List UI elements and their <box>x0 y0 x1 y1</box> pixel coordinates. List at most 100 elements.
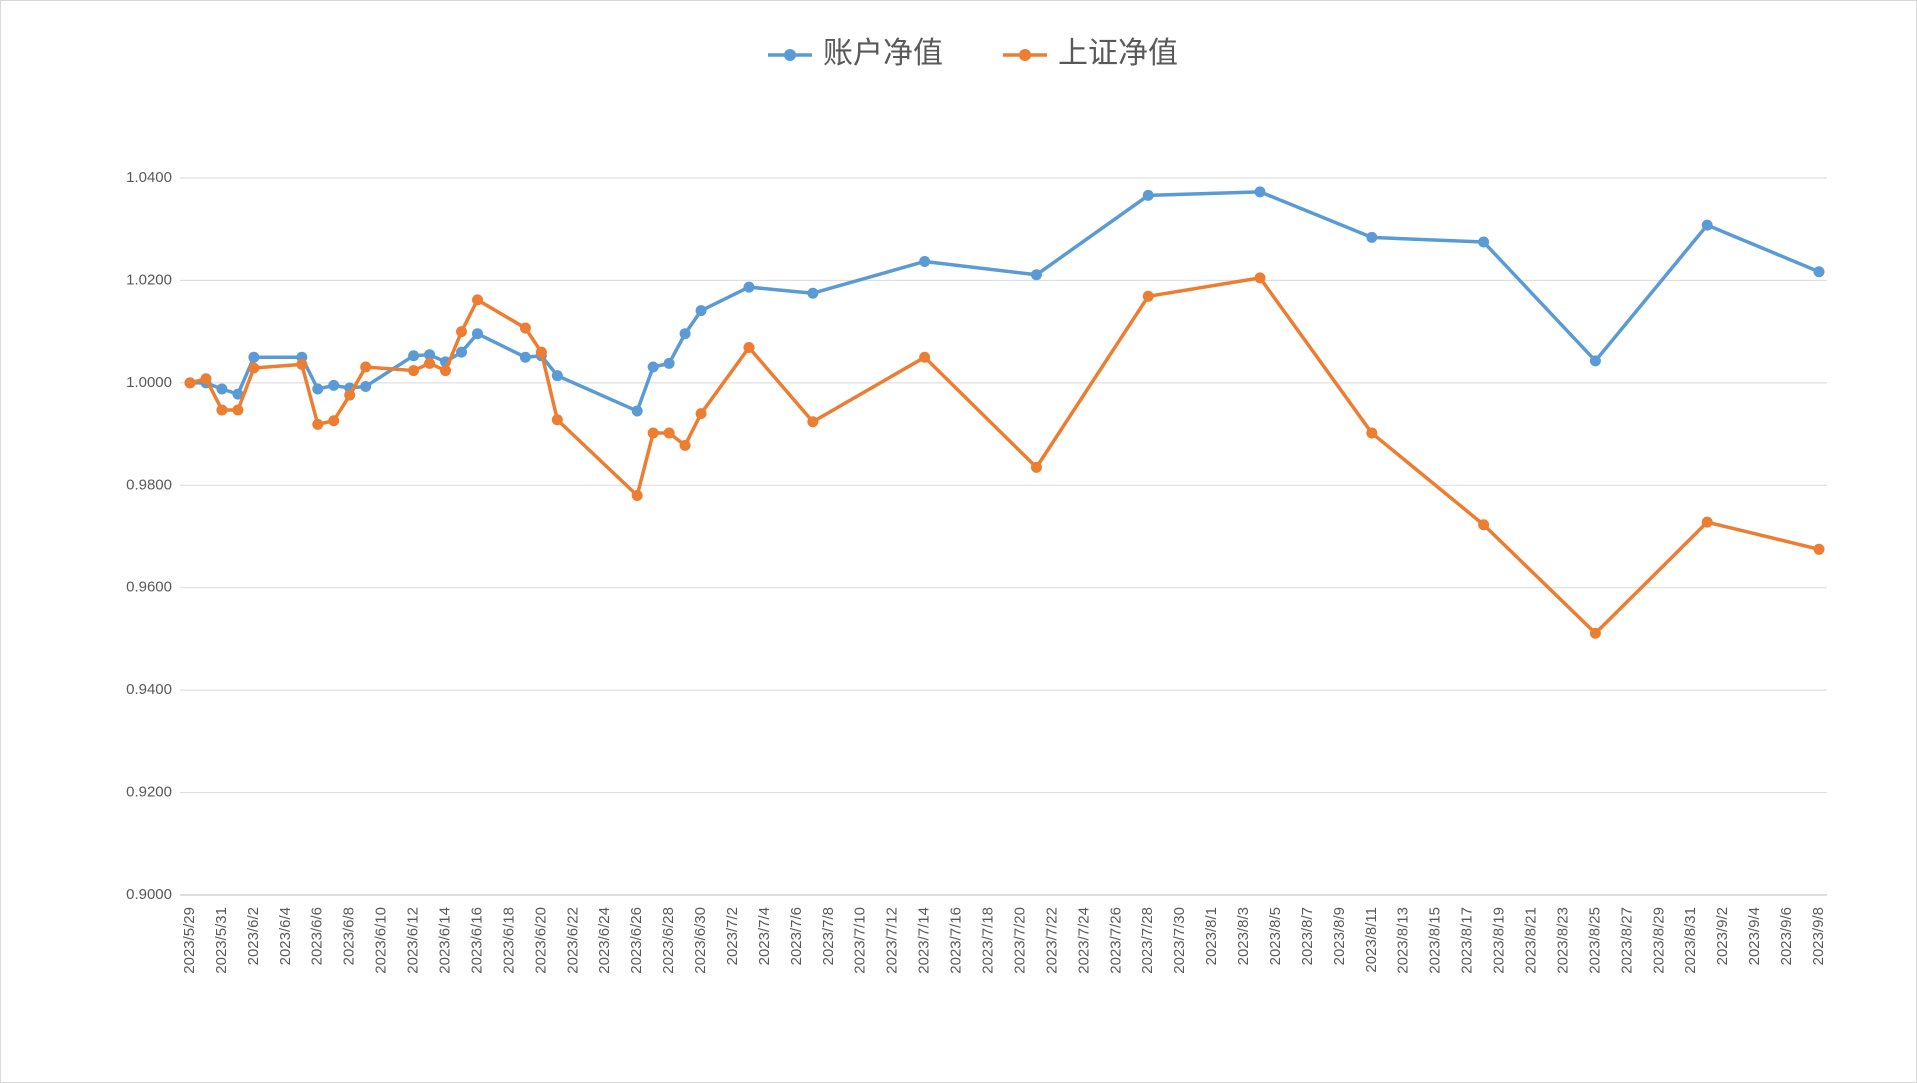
x-tick-label: 2023/8/13 <box>1395 907 1412 974</box>
y-tick-label: 0.9400 <box>126 681 172 698</box>
x-tick-label: 2023/6/10 <box>373 907 390 974</box>
x-tick-label: 2023/6/26 <box>628 907 645 974</box>
x-tick-label: 2023/5/29 <box>181 907 198 974</box>
data-point <box>919 351 931 363</box>
data-point <box>456 346 467 358</box>
series-line <box>190 190 1820 413</box>
x-tick-label: 2023/6/24 <box>596 907 613 974</box>
x-tick-label: 2023/8/27 <box>1618 907 1635 974</box>
x-tick-label: 2023/6/30 <box>692 907 709 974</box>
data-point <box>471 294 483 306</box>
data-point <box>1142 290 1154 302</box>
x-tick-label: 2023/6/18 <box>500 907 517 974</box>
x-tick-label: 2023/7/2 <box>724 907 741 965</box>
x-tick-label: 2023/8/31 <box>1682 907 1699 974</box>
x-tick-label: 2023/8/19 <box>1491 907 1508 974</box>
data-point <box>695 408 707 420</box>
data-point <box>1813 543 1825 555</box>
x-tick-label: 2023/6/28 <box>660 907 677 974</box>
data-point <box>1254 186 1266 198</box>
data-point <box>1366 427 1378 439</box>
data-point <box>647 361 659 373</box>
x-tick-label: 2023/9/4 <box>1746 907 1763 965</box>
data-point <box>232 404 244 416</box>
data-point <box>328 415 340 427</box>
data-point <box>312 383 324 395</box>
x-tick-label: 2023/7/8 <box>820 907 837 965</box>
data-point <box>248 362 260 374</box>
x-tick-label: 2023/7/4 <box>756 907 773 965</box>
data-point <box>519 322 531 334</box>
x-tick-label: 2023/6/12 <box>405 907 422 974</box>
x-tick-label: 2023/6/2 <box>245 907 262 965</box>
x-tick-label: 2023/7/12 <box>884 907 901 974</box>
data-point <box>663 357 675 369</box>
data-point <box>743 281 755 293</box>
data-point <box>919 255 931 267</box>
data-point <box>408 365 420 377</box>
y-tick-label: 1.0400 <box>126 169 172 186</box>
x-tick-label: 2023/6/8 <box>341 907 358 965</box>
data-point <box>631 490 643 502</box>
data-point <box>807 287 819 299</box>
data-point <box>1589 627 1601 639</box>
data-point <box>424 357 436 369</box>
data-point <box>232 388 244 400</box>
data-point <box>631 405 643 417</box>
x-tick-label: 2023/8/23 <box>1554 907 1571 974</box>
data-point <box>1813 266 1825 278</box>
data-point <box>679 328 691 340</box>
data-point <box>440 365 452 377</box>
y-tick-label: 0.9000 <box>126 886 172 903</box>
data-point <box>1366 231 1378 243</box>
x-tick-label: 2023/8/3 <box>1235 907 1252 965</box>
data-point <box>296 358 308 370</box>
data-point <box>647 427 659 439</box>
data-point <box>1589 355 1601 367</box>
x-tick-label: 2023/8/25 <box>1586 907 1603 974</box>
data-point <box>360 380 372 392</box>
data-point <box>535 346 547 358</box>
x-tick-label: 2023/8/29 <box>1650 907 1667 974</box>
data-point <box>1478 236 1490 248</box>
data-point <box>551 370 563 382</box>
x-tick-label: 2023/8/1 <box>1203 907 1220 965</box>
x-tick-label: 2023/6/22 <box>564 907 581 974</box>
x-tick-label: 2023/7/14 <box>916 907 933 974</box>
x-tick-label: 2023/9/2 <box>1714 907 1731 965</box>
x-tick-label: 2023/7/28 <box>1139 907 1156 974</box>
x-tick-label: 2023/6/4 <box>277 907 294 965</box>
x-tick-label: 2023/7/24 <box>1075 907 1092 974</box>
data-point <box>1030 269 1042 281</box>
x-tick-label: 2023/8/17 <box>1459 907 1476 974</box>
data-point <box>248 351 260 363</box>
y-tick-label: 0.9200 <box>126 784 172 801</box>
data-point <box>216 383 228 395</box>
x-tick-label: 2023/8/7 <box>1299 907 1316 965</box>
y-tick-label: 1.0200 <box>126 271 172 288</box>
data-point <box>424 349 436 361</box>
y-tick-label: 0.9600 <box>126 579 172 596</box>
data-point <box>743 342 755 354</box>
x-tick-label: 2023/7/18 <box>979 907 996 974</box>
x-tick-label: 2023/9/6 <box>1778 907 1795 965</box>
data-point <box>1701 516 1713 528</box>
x-tick-label: 2023/7/6 <box>788 907 805 965</box>
data-point <box>344 389 356 401</box>
data-point <box>456 326 467 338</box>
x-tick-label: 2023/6/14 <box>436 907 453 974</box>
x-tick-label: 2023/7/10 <box>852 907 869 974</box>
data-point <box>679 439 691 451</box>
data-point <box>551 414 563 426</box>
data-point <box>216 404 228 416</box>
x-tick-label: 2023/6/16 <box>468 907 485 974</box>
data-point <box>184 377 196 389</box>
y-tick-label: 1.0000 <box>126 374 172 391</box>
legend-marker <box>784 49 796 61</box>
data-point <box>807 416 819 428</box>
data-point <box>328 379 340 391</box>
data-point <box>695 305 707 317</box>
data-point <box>312 418 324 430</box>
